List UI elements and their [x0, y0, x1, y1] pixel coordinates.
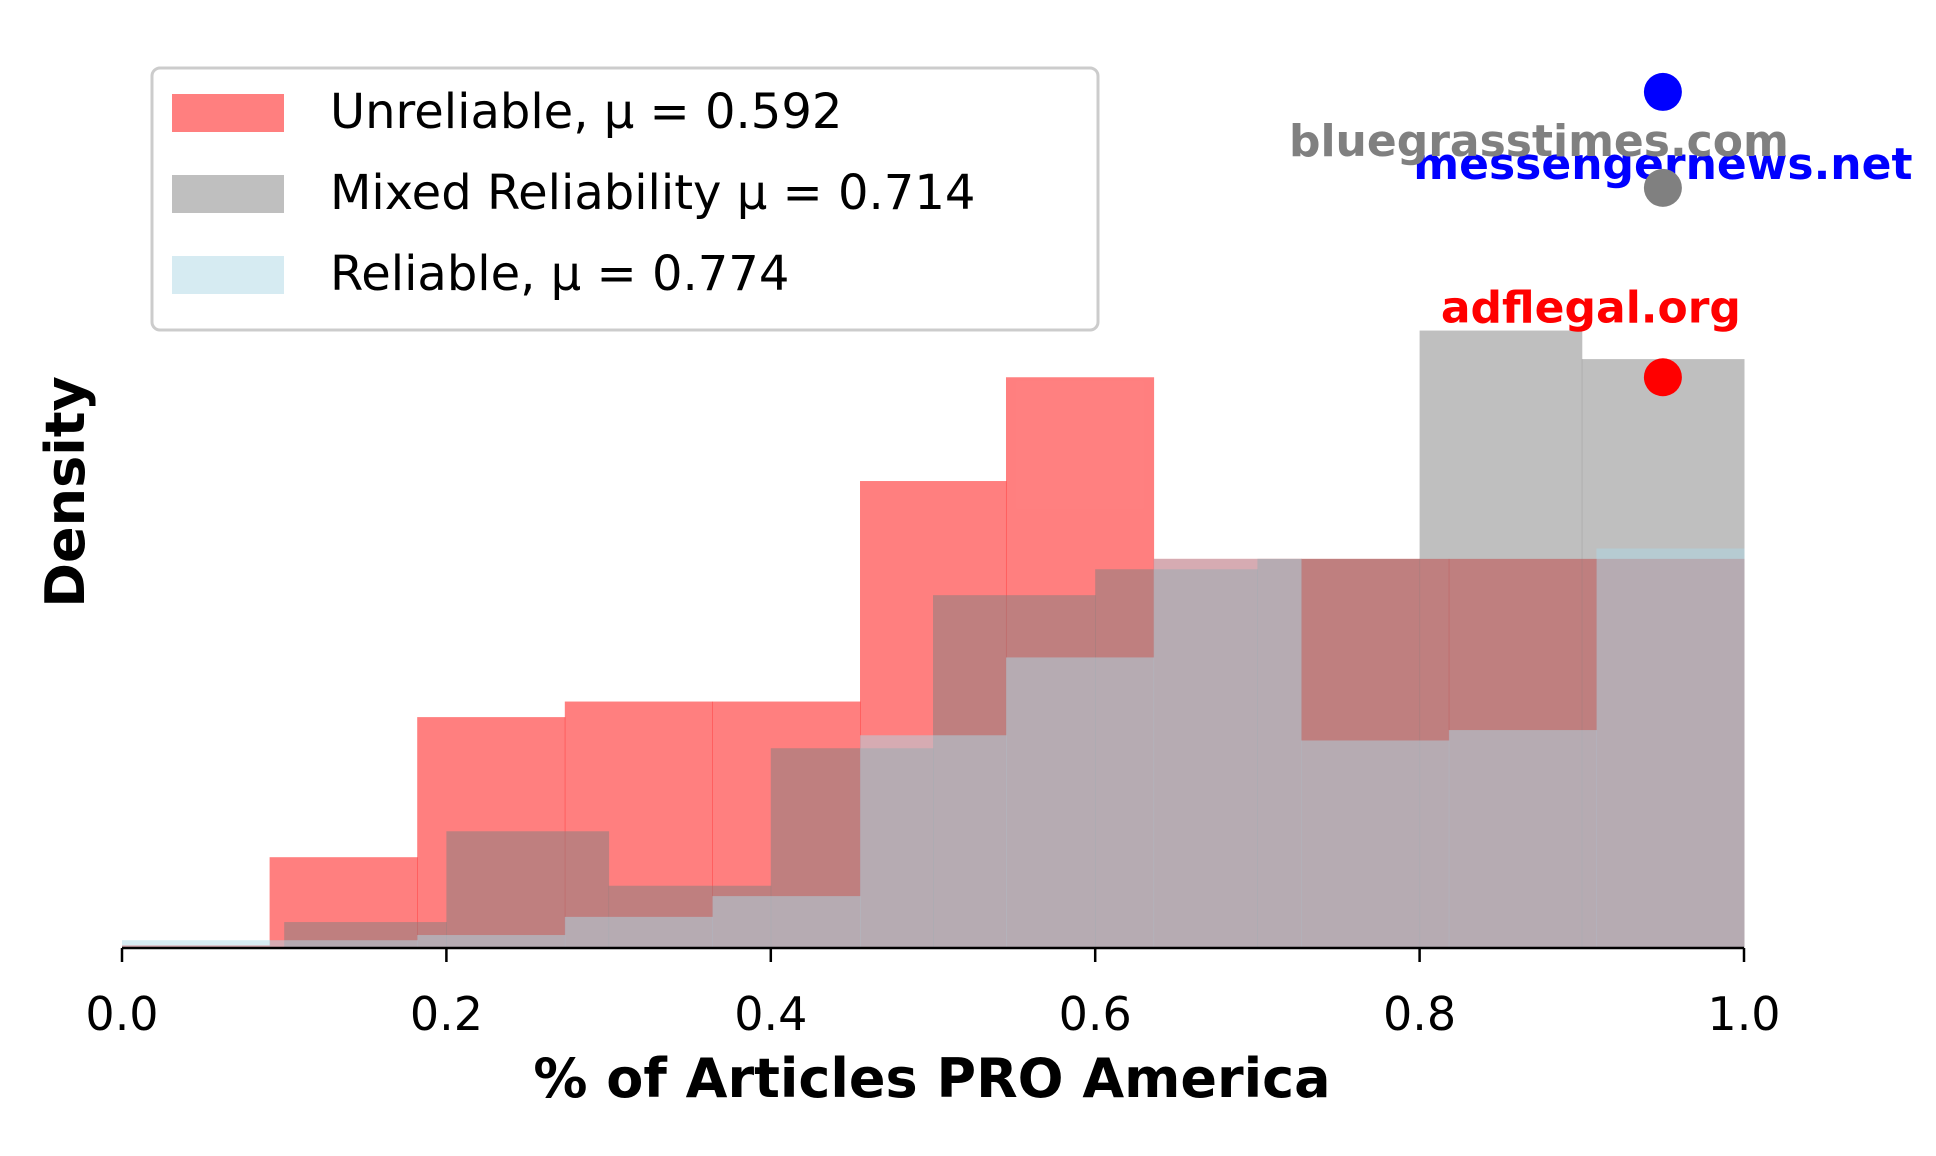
- legend-swatch-0: [172, 94, 284, 132]
- annotation-point-1: [1643, 168, 1682, 207]
- legend-label-2: Reliable, μ = 0.774: [330, 246, 789, 302]
- x-tick-label-0: 0.0: [85, 987, 158, 1041]
- legend: Unreliable, μ = 0.592 Mixed Reliability μ…: [150, 66, 1100, 332]
- series-2: [122, 548, 1745, 948]
- histogram-bars: [122, 330, 1745, 948]
- bar-s2-3: [564, 916, 713, 948]
- bar-s2-5: [860, 735, 1007, 948]
- bar-s2-9: [1448, 730, 1597, 948]
- bar-s2-8: [1301, 740, 1450, 948]
- annotation-label-1: bluegrasstimes.com: [1289, 116, 1789, 167]
- legend-swatch-1: [172, 175, 284, 213]
- x-axis-label: % of Articles PRO America: [533, 1047, 1330, 1110]
- x-tick-label-4: 0.8: [1383, 987, 1456, 1041]
- bar-s2-4: [712, 896, 861, 948]
- bar-s2-7: [1153, 558, 1302, 948]
- bar-s2-0: [122, 940, 271, 948]
- annotation-label-2: adflegal.org: [1441, 282, 1741, 333]
- bar-s2-6: [1005, 657, 1155, 948]
- annotations: messengernews.netbluegrasstimes.comadfle…: [1289, 72, 1913, 397]
- bar-s2-1: [269, 940, 418, 948]
- x-tick-label-1: 0.2: [410, 987, 483, 1041]
- legend-swatch-2: [172, 256, 284, 294]
- x-tick-label-2: 0.4: [734, 987, 807, 1041]
- legend-label-1: Mixed Reliability μ = 0.714: [330, 165, 975, 221]
- y-axis-label: Density: [34, 376, 97, 608]
- legend-label-0: Unreliable, μ = 0.592: [330, 84, 842, 140]
- bar-s2-2: [417, 935, 566, 948]
- annotation-point-2: [1643, 358, 1682, 397]
- x-axis: 0.0 0.2 0.4 0.6 0.8 1.0: [85, 946, 1781, 1041]
- bar-s2-10: [1596, 548, 1745, 948]
- x-tick-label-5: 1.0: [1707, 987, 1780, 1041]
- legend-frame: [150, 66, 1100, 332]
- x-tick-label-3: 0.6: [1059, 987, 1132, 1041]
- annotation-point-0: [1643, 72, 1682, 111]
